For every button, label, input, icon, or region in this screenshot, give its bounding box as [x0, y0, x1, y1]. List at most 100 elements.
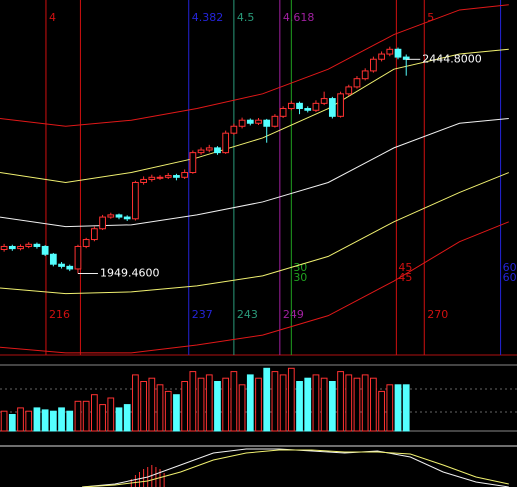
- candle-body: [197, 149, 205, 154]
- candle-body: [214, 147, 221, 154]
- volume-bar: [181, 381, 189, 432]
- candle-body: [345, 86, 353, 95]
- candle-body: [25, 243, 33, 247]
- candle-body: [8, 245, 16, 250]
- candle-body: [33, 243, 41, 247]
- volume-bar: [49, 410, 57, 432]
- volume-bar: [0, 410, 8, 432]
- volume-bar: [345, 374, 353, 432]
- fib-mid-label: 45: [398, 271, 412, 284]
- candle-body: [287, 102, 295, 110]
- candle-body: [173, 175, 180, 178]
- volume-bar: [238, 384, 246, 432]
- candle-body: [41, 245, 49, 255]
- volume-bar: [189, 371, 197, 432]
- fib-count-label: 216: [49, 308, 70, 321]
- fib-mid-label: 45: [398, 261, 412, 274]
- volume-bar: [91, 394, 98, 432]
- candle-body: [205, 147, 213, 151]
- fib-count-label: 270: [427, 308, 448, 321]
- volume-bar: [99, 404, 106, 432]
- volume-bar: [156, 384, 164, 432]
- candle-body: [148, 176, 156, 180]
- volume-bar: [115, 407, 123, 432]
- fib-mid-label: 30: [293, 271, 307, 284]
- volume-bar: [230, 371, 238, 432]
- volume-bar: [197, 377, 205, 432]
- volume-bar: [246, 374, 254, 432]
- volume-bar: [41, 409, 49, 432]
- band-line: [0, 117, 509, 228]
- fib-ratio-label: 4.5: [237, 11, 255, 24]
- candle-body: [246, 119, 254, 124]
- band-line: [0, 48, 509, 183]
- candle-body: [255, 119, 262, 124]
- candle-body: [361, 70, 369, 80]
- volume-bar: [386, 384, 394, 432]
- volume-bar: [320, 377, 328, 432]
- volume-bar: [33, 407, 41, 432]
- volume-bar: [132, 374, 139, 432]
- candle-body: [304, 108, 312, 111]
- volume-bar: [255, 377, 262, 432]
- candle-body: [66, 265, 74, 270]
- fib-count-label: 237: [192, 308, 213, 321]
- candle-body: [386, 48, 394, 55]
- candle-body: [353, 78, 361, 88]
- volume-bar: [271, 371, 279, 432]
- indicator-line: [82, 449, 509, 487]
- fib-count-label: 249: [283, 308, 304, 321]
- candle-body: [164, 175, 172, 178]
- candle-body: [140, 178, 147, 183]
- volume-bar: [361, 374, 369, 432]
- candle-body: [115, 214, 123, 218]
- candle-body: [370, 58, 377, 72]
- volume-bar: [279, 374, 287, 432]
- volume-bar: [263, 367, 271, 432]
- candle-body: [82, 239, 90, 247]
- volume-bar: [123, 404, 131, 432]
- candle-body: [320, 98, 328, 104]
- volume-bar: [222, 377, 230, 432]
- candle-body: [123, 216, 131, 220]
- volume-bar: [140, 381, 147, 432]
- volume-bar: [74, 400, 82, 432]
- volume-bar: [402, 384, 410, 432]
- volume-bar: [337, 371, 344, 432]
- candle-body: [58, 263, 65, 267]
- band-line: [0, 172, 509, 295]
- candle-body: [74, 245, 82, 270]
- candle-body: [312, 102, 320, 111]
- candle-body: [99, 216, 106, 230]
- volume-bar: [328, 381, 336, 432]
- volume-bar: [8, 414, 16, 432]
- candle-body: [222, 132, 230, 154]
- band-line: [0, 221, 509, 354]
- candle-body: [91, 228, 98, 241]
- fib-mid-label: 30: [293, 261, 307, 274]
- candle-body: [296, 102, 303, 110]
- price-label: 2444.8000: [422, 52, 482, 65]
- candle-body: [238, 119, 246, 127]
- candle-body: [271, 115, 279, 127]
- candle-body: [17, 245, 24, 250]
- volume-bar: [370, 377, 377, 432]
- volume-bar: [312, 374, 320, 432]
- fib-count-label: 243: [237, 308, 258, 321]
- volume-bar: [17, 407, 24, 432]
- volume-bar: [353, 377, 361, 432]
- fib-mid-label: 60: [503, 271, 517, 284]
- candle-body: [337, 93, 344, 117]
- volume-bar: [148, 377, 156, 432]
- volume-bar: [205, 374, 213, 432]
- volume-bar: [66, 410, 74, 432]
- candle-body: [378, 53, 385, 60]
- price-label: 1949.4600: [100, 267, 160, 280]
- candle-body: [189, 152, 197, 174]
- volume-bar: [173, 394, 180, 432]
- fib-mid-label: 60: [503, 261, 517, 274]
- candle-body: [0, 245, 8, 250]
- candle-body: [132, 181, 139, 220]
- candle-body: [49, 253, 57, 265]
